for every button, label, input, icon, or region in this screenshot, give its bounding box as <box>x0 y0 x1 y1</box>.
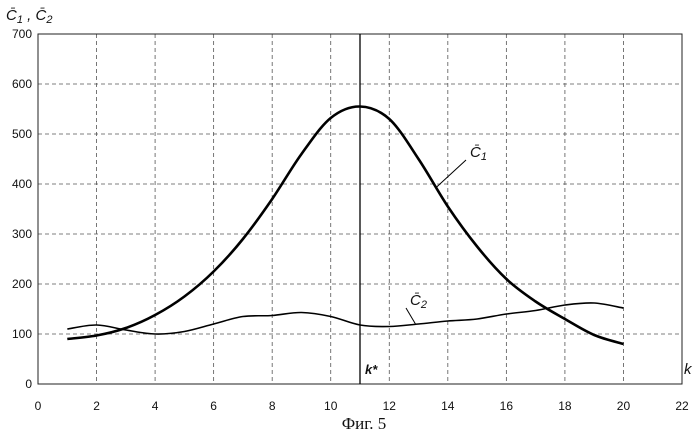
y-tick-label: 500 <box>12 127 32 141</box>
x-tick-label: 6 <box>210 399 217 413</box>
x-tick-label: 14 <box>441 399 455 413</box>
x-tick-label: 4 <box>152 399 159 413</box>
y-tick-label: 200 <box>12 277 32 291</box>
y-tick-label: 300 <box>12 227 32 241</box>
x-tick-label: 8 <box>269 399 276 413</box>
figure-caption: Фиг. 5 <box>342 414 387 433</box>
x-tick-label: 12 <box>383 399 397 413</box>
x-tick-label: 10 <box>324 399 338 413</box>
series-annotation: C̄2 <box>410 292 427 311</box>
y-tick-label: 100 <box>12 327 32 341</box>
x-axis-label: k <box>684 361 693 378</box>
x-tick-label: 0 <box>35 399 42 413</box>
x-tick-label: 20 <box>617 399 631 413</box>
y-axis-ticks: 0 100 200 300 400 500 600 700 <box>12 27 32 391</box>
y-tick-label: 0 <box>25 377 32 391</box>
k-star-label: k* <box>365 362 378 377</box>
y-tick-label: 400 <box>12 177 32 191</box>
x-tick-label: 18 <box>558 399 572 413</box>
annotation-leader <box>436 160 466 188</box>
series-line-1 <box>67 106 623 344</box>
x-axis-ticks: 0 2 4 6 8 10 12 14 16 18 20 22 <box>35 399 689 413</box>
y-tick-label: 600 <box>12 77 32 91</box>
y-tick-label: 700 <box>12 27 32 41</box>
series-group <box>67 106 623 344</box>
y-axis-label: C̄1 , C̄2 <box>6 7 52 26</box>
x-tick-label: 22 <box>675 399 689 413</box>
x-tick-label: 16 <box>500 399 514 413</box>
series-annotation: C̄1 <box>470 144 487 163</box>
annotation-leader <box>406 308 416 324</box>
x-tick-label: 2 <box>93 399 100 413</box>
